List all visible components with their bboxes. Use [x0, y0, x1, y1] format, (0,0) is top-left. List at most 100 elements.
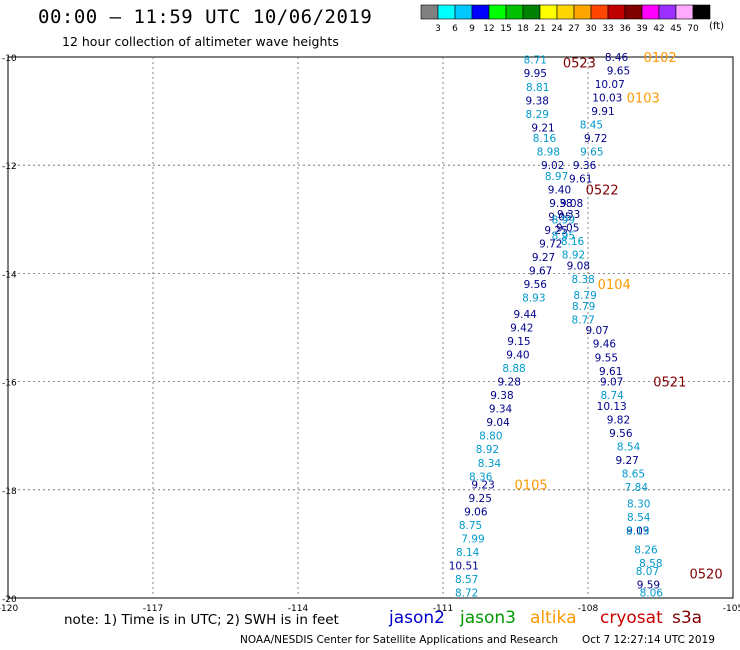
wave-height-label: 9.34: [489, 404, 513, 416]
wave-height-label: 8.36: [469, 471, 493, 483]
colorbar-level-label: 42: [653, 24, 664, 34]
wave-height-label: 8.77: [571, 314, 594, 326]
wave-height-label: 9.05: [548, 212, 571, 224]
pass-time-label: 0523: [563, 56, 596, 71]
y-tick-label: -16: [2, 379, 17, 389]
legend-note: note: 1) Time is in UTC; 2) SWH is in fe…: [64, 612, 339, 628]
legend-satellite-s3a: s3a: [672, 608, 703, 628]
wave-height-label: 8.98: [537, 147, 560, 159]
wave-height-label: 8.79: [572, 301, 595, 313]
wave-height-label: 10.07: [595, 79, 625, 91]
wave-height-label: 8.65: [622, 469, 645, 481]
wave-height-label: 9.67: [529, 266, 552, 278]
x-tick-label: -111: [433, 604, 453, 614]
wave-height-label: 8.95: [552, 231, 575, 243]
chart-title: 00:00 – 11:59 UTC 10/06/2019: [38, 6, 373, 28]
wave-height-label: 9.72: [584, 133, 607, 145]
wave-height-label: 9.21: [531, 122, 554, 134]
wave-height-label: 8.16: [561, 236, 585, 248]
colorbar-level-label: 15: [500, 24, 511, 34]
legend-satellite-jason2: jason2: [389, 608, 445, 628]
colorbar-level-label: 18: [517, 24, 529, 34]
colorbar-level-label: 6: [452, 24, 458, 34]
colorbar-level-label: 36: [619, 24, 631, 34]
pass-time-label: 0102: [644, 51, 677, 66]
x-tick-label: -120: [0, 604, 18, 614]
wave-height-label: 9.33: [557, 209, 580, 221]
chart-subtitle: 12 hour collection of altimeter wave hei…: [62, 34, 339, 49]
footer-credit: NOAA/NESDIS Center for Satellite Applica…: [240, 634, 558, 646]
wave-height-label: 8.88: [502, 363, 525, 375]
legend-satellite-jason3: jason3: [460, 608, 516, 628]
wave-height-label: 9.36: [573, 160, 597, 172]
wave-height-label: 9.15: [507, 336, 530, 348]
wave-height-label: 8.19: [626, 525, 649, 537]
wave-height-label: 8.57: [455, 574, 478, 586]
wave-height-label: 9.27: [615, 455, 638, 467]
colorbar: 3 6 9 12 15 18 21 24 27 30 33 36 39 42 45 70: [420, 4, 711, 34]
pass-time-label: 0520: [690, 568, 723, 583]
wave-height-label: 9.27: [532, 252, 555, 264]
x-tick-label: -105: [723, 604, 740, 614]
plot-frame: [7, 56, 734, 599]
wave-height-label: 8.99: [552, 214, 575, 226]
wave-height-label: 9.05: [556, 222, 579, 234]
colorbar-level-label: 45: [670, 24, 681, 34]
wave-height-label: 8.81: [526, 82, 549, 94]
wave-height-label: 9.38: [490, 390, 513, 402]
wave-height-label: 9.38: [549, 198, 572, 210]
wave-height-label: 9.07: [600, 377, 623, 389]
legend-satellite-cryosat: cryosat: [600, 608, 663, 628]
wave-height-label: 8.45: [580, 120, 603, 132]
wave-height-label: 8.93: [522, 293, 545, 305]
colorbar-level-label: 24: [551, 24, 563, 34]
wave-height-label: 8.34: [478, 458, 502, 470]
pass-time-label: 0105: [515, 478, 548, 493]
colorbar-level-label: 33: [602, 24, 613, 34]
wave-height-label: 9.25: [469, 493, 492, 505]
wave-height-label: 8.29: [526, 109, 549, 121]
wave-height-label: 8.30: [627, 498, 650, 510]
colorbar-level-label: 9: [469, 24, 475, 34]
wave-height-label: 9.08: [567, 260, 590, 272]
wave-height-label: 8.74: [600, 390, 624, 402]
wave-height-label: 9.65: [607, 66, 630, 78]
wave-height-label: 8.75: [459, 520, 482, 532]
colorbar-level-label: 3: [435, 24, 441, 34]
wave-height-label: 8.38: [571, 274, 594, 286]
wave-height-label: 8.92: [562, 249, 585, 261]
footer-timestamp: Oct 7 12:27:14 UTC 2019: [582, 634, 715, 646]
wave-height-label: 9.38: [526, 95, 549, 107]
wave-height-label: 9.25: [544, 225, 567, 237]
wave-height-label: 9.95: [524, 68, 547, 80]
wave-height-label: 9.06: [464, 506, 488, 518]
x-tick-label: -117: [143, 604, 163, 614]
y-tick-label: -12: [2, 162, 17, 172]
wave-height-label: 8.97: [545, 171, 568, 183]
wave-height-label: 9.42: [510, 323, 533, 335]
wave-height-label: 7.99: [461, 533, 484, 545]
wave-height-label: 9.40: [506, 350, 529, 362]
wave-height-label: 8.58: [639, 558, 662, 570]
wave-height-label: 9.55: [595, 352, 618, 364]
wave-height-label: 10.03: [592, 93, 622, 105]
legend-satellite-altika: altika: [530, 608, 577, 628]
wave-height-label: 9.02: [541, 160, 564, 172]
wave-height-label: 10.51: [449, 561, 479, 573]
colorbar-unit-label: (ft): [709, 21, 725, 32]
wave-height-label: 7.84: [625, 482, 649, 494]
wave-height-label: 9.61: [599, 366, 622, 378]
y-tick-label: -20: [2, 595, 17, 605]
colorbar-level-label: 39: [636, 24, 648, 34]
y-tick-label: -10: [2, 54, 17, 64]
wave-height-label: 9.08: [560, 198, 583, 210]
wave-height-label: 8.16: [533, 133, 557, 145]
colorbar-level-label: 70: [687, 24, 699, 34]
wave-height-label: 9.46: [593, 339, 617, 351]
wave-height-label: 9.44: [513, 309, 537, 321]
wave-height-label: 9.59: [637, 579, 660, 591]
wave-height-label: 9.91: [591, 106, 614, 118]
pass-time-label: 0104: [598, 278, 631, 293]
wave-height-label: 9.65: [580, 147, 603, 159]
wave-height-label: 8.54: [617, 442, 641, 454]
